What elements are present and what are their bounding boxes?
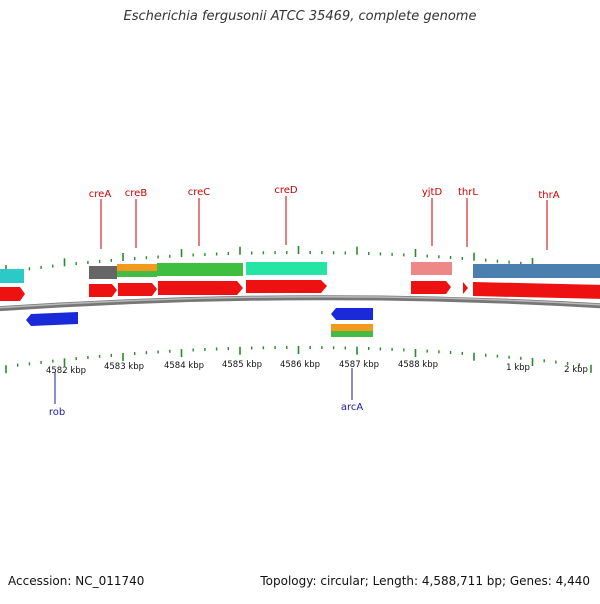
kbp-label: 2 kbp [564,365,588,375]
cds-arrow-thrl[interactable] [463,282,468,294]
gene-name-arca: arcA [341,402,364,413]
cds-arrow-yjtd[interactable] [411,281,451,294]
kbp-scale: 4582 kbp 4583 kbp 4584 kbp 4585 kbp 4586… [46,360,588,376]
cds-arrow-creb[interactable] [118,283,157,296]
kbp-label: 1 kbp [506,363,530,373]
gene-name-rob: rob [49,407,65,418]
gene-label-thra[interactable]: thrA [538,190,560,250]
kbp-label: 4587 kbp [339,360,379,370]
gene-name-thrl: thrL [458,187,478,198]
gene-name-crec: creC [188,187,211,198]
gene-label-arca[interactable]: arcA [341,368,364,413]
gene-name-thra: thrA [538,190,559,201]
kbp-label: 4585 kbp [222,360,262,370]
gene-label-creb[interactable]: creB [125,188,148,248]
kbp-label: 4584 kbp [164,361,204,371]
cds-arrow-cred[interactable] [246,280,327,293]
kbp-label: 4588 kbp [398,360,438,370]
genome-backbone-highlight [0,295,600,309]
feature-block-teal-left[interactable] [0,269,24,283]
gene-label-crea[interactable]: creA [89,189,112,249]
gene-name-crea: creA [89,189,112,200]
gene-label-cred[interactable]: creD [274,185,298,245]
feature-block-green-creb[interactable] [117,271,157,277]
cds-arrow-left-edge[interactable] [0,287,25,301]
gene-label-yjtd[interactable]: yjtD [422,187,443,246]
genome-summary: Topology: circular; Length: 4,588,711 bp… [260,574,590,588]
gene-label-rob[interactable]: rob [49,372,65,418]
cds-arrow-crea[interactable] [89,284,117,297]
feature-block-grey-crea[interactable] [89,266,117,279]
gene-label-crec[interactable]: creC [188,187,211,246]
genome-backbone [0,295,600,312]
feature-block-mint-cred[interactable] [246,262,327,275]
feature-block-pink-yjtd[interactable] [411,262,452,275]
cds-arrow-arca[interactable] [331,308,373,320]
kbp-label: 4583 kbp [104,362,144,372]
feature-block-orange-arca[interactable] [331,324,373,331]
feature-block-orange-creb[interactable] [117,264,157,271]
cds-arrow-rob[interactable] [26,312,78,326]
tick-row-bottom [5,346,592,374]
feature-block-steelblue-thra[interactable] [473,264,600,278]
genome-title: Escherichia fergusonii ATCC 35469, compl… [123,9,477,24]
accession-label: Accession: NC_011740 [8,574,145,588]
feature-block-green-arca[interactable] [331,331,373,337]
feature-block-green-crec[interactable] [157,263,243,276]
kbp-label: 4582 kbp [46,366,86,376]
cds-arrow-thra[interactable] [473,282,600,299]
gene-name-yjtd: yjtD [422,187,443,198]
gene-name-creb: creB [125,188,148,199]
gene-name-cred: creD [274,185,298,196]
cds-arrow-crec[interactable] [158,281,243,295]
kbp-label: 4586 kbp [280,360,320,370]
gene-label-thrl[interactable]: thrL [458,187,478,247]
